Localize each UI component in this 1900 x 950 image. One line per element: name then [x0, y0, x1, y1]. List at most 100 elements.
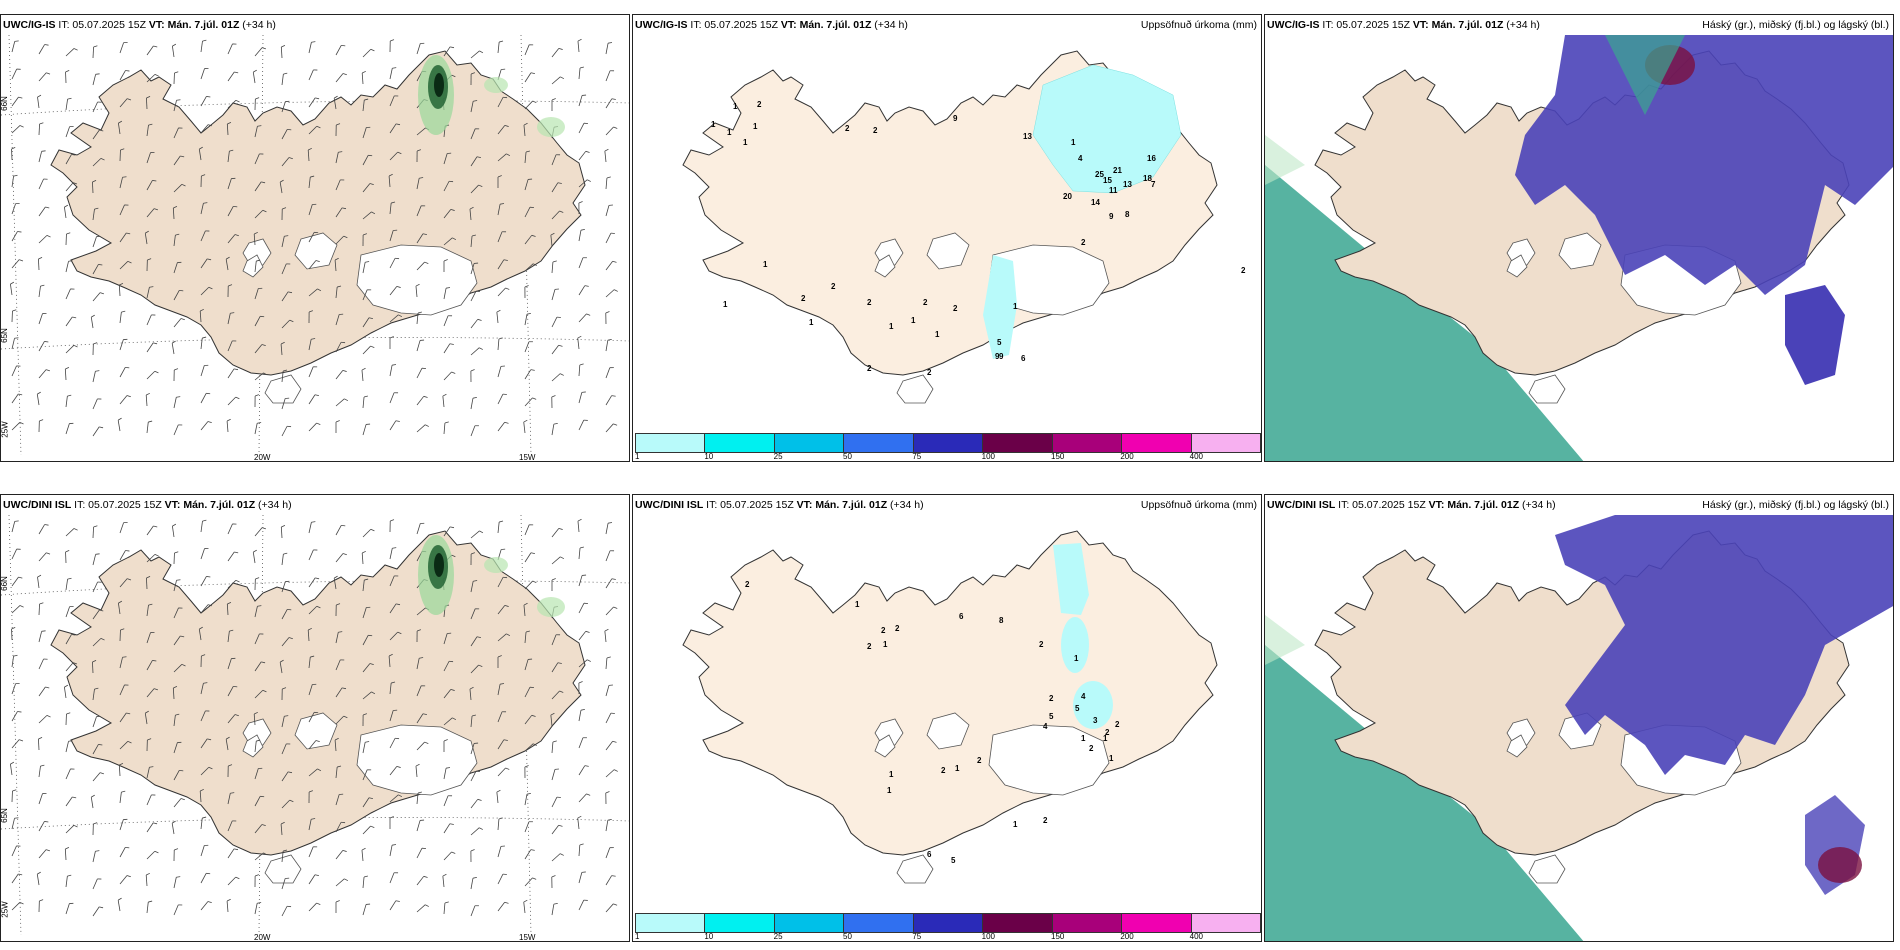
panel-clouds-bottom: UWC/DINI ISL IT: 05.07.2025 15Z VT: Mán.… [1264, 494, 1894, 942]
colorbar-swatch [1052, 914, 1123, 932]
lon-label-25w: 25W [0, 901, 10, 918]
panel-header: UWC/DINI ISL IT: 05.07.2025 15Z VT: Mán.… [1267, 499, 1556, 511]
precip-shading [418, 55, 565, 137]
colorbar-swatch [844, 914, 914, 932]
iceland-landmass [50, 530, 586, 884]
precip-value: 2 [1115, 720, 1120, 729]
precip-value: 1 [1103, 734, 1108, 743]
colorbar-tick-label: 400 [1189, 932, 1204, 941]
precip-value: 1 [1013, 302, 1018, 311]
cloud-shading [1265, 135, 1584, 461]
lat-label-65n: 65N [0, 808, 9, 823]
precip-value: 1 [855, 600, 860, 609]
wind-barbs [9, 518, 618, 917]
precip-value: 9 [999, 352, 1004, 361]
precip-value: 9 [995, 352, 1000, 361]
colorbar-swatch [636, 914, 706, 932]
map-wind-top [1, 34, 629, 456]
iceland-landmass [682, 530, 1218, 884]
precip-value: 20 [1063, 192, 1072, 201]
precip-value: 9 [1109, 212, 1114, 221]
colorbar-tick-label: 150 [1051, 452, 1065, 461]
precip-value: 2 [1049, 694, 1054, 703]
precip-value: 2 [845, 124, 850, 133]
panel-header: UWC/IG-IS IT: 05.07.2025 15Z VT: Mán. 7.… [3, 19, 276, 31]
panel-header: UWC/DINI ISL IT: 05.07.2025 15Z VT: Mán.… [3, 499, 292, 511]
colorbar-labels: 1 10 25 50 75 100 150 200 400 [635, 452, 1259, 461]
precip-value: 2 [1081, 238, 1086, 247]
precip-value: 7 [1151, 180, 1156, 189]
precip-shading [1053, 543, 1113, 729]
colorbar-tick-label: 1 [635, 452, 640, 461]
precip-value: 2 [867, 364, 872, 373]
precip-value: 1 [1074, 654, 1079, 663]
colorbar-swatch [1052, 434, 1123, 452]
colorbar [635, 433, 1261, 453]
colorbar-swatch [774, 434, 845, 452]
colorbar-tick-label: 10 [704, 452, 714, 461]
panel-precip-bottom: UWC/DINI ISL IT: 05.07.2025 15Z VT: Mán.… [632, 494, 1262, 942]
panel-header: UWC/IG-IS IT: 05.07.2025 15Z VT: Mán. 7.… [635, 19, 908, 31]
colorbar-swatch [844, 434, 914, 452]
colorbar-tick-label: 100 [981, 452, 996, 461]
precip-value: 5 [1075, 704, 1080, 713]
precip-value: 8 [999, 616, 1004, 625]
lat-label-66n: 66N [0, 96, 9, 111]
lon-label-25w: 25W [0, 421, 10, 438]
precip-value: 2 [1105, 728, 1110, 737]
precip-value: 13 [1023, 132, 1032, 141]
precip-value: 2 [867, 298, 872, 307]
colorbar-tick-label: 50 [843, 932, 852, 941]
precip-value: 2 [745, 580, 750, 589]
precip-value: 1 [887, 786, 892, 795]
precip-value: 1 [1109, 754, 1114, 763]
panel-header: UWC/IG-IS IT: 05.07.2025 15Z VT: Mán. 7.… [1267, 19, 1540, 31]
lat-label-66n: 66N [0, 576, 9, 591]
colorbar-swatch [983, 434, 1053, 452]
colorbar-tick-label: 75 [912, 452, 922, 461]
colorbar-swatch [913, 914, 984, 932]
precip-value: 1 [763, 260, 768, 269]
precip-value: 1 [1013, 820, 1018, 829]
panel-header: UWC/DINI ISL IT: 05.07.2025 15Z VT: Mán.… [635, 499, 924, 511]
panel-title: Uppsöfnuð úrkoma (mm) [1140, 499, 1257, 511]
panel-title: Háský (gr.), miðský (fj.bl.) og lágský (… [1702, 19, 1889, 31]
panel-title: Háský (gr.), miðský (fj.bl.) og lágský (… [1702, 499, 1889, 511]
colorbar-swatch [1122, 914, 1192, 932]
colorbar-tick-label: 200 [1120, 452, 1134, 461]
precip-value: 2 [873, 126, 878, 135]
iceland-landmass [50, 50, 586, 404]
precip-value: 2 [1043, 816, 1048, 825]
colorbar-tick-label: 25 [773, 452, 783, 461]
colorbar-tick-label: 400 [1189, 452, 1204, 461]
colorbar-swatch [1122, 434, 1192, 452]
colorbar-tick-label: 100 [981, 932, 996, 941]
precip-value: 2 [757, 100, 762, 109]
precip-value: 1 [883, 640, 888, 649]
precip-value: 2 [801, 294, 806, 303]
colorbar-tick-label: 10 [704, 932, 714, 941]
lon-label-15w: 15W [519, 933, 536, 942]
lon-label-15w: 15W [519, 453, 536, 462]
precip-value: 2 [831, 282, 836, 291]
precip-value: 13 [1123, 180, 1132, 189]
colorbar-tick-label: 75 [912, 932, 922, 941]
colorbar-tick-label: 50 [843, 452, 852, 461]
precip-shading [418, 535, 565, 617]
precip-value: 2 [927, 368, 932, 377]
precip-value: 1 [889, 770, 894, 779]
panel-wind-top: UWC/IG-IS IT: 05.07.2025 15Z VT: Mán. 7.… [0, 14, 630, 462]
precip-value: 9 [953, 114, 958, 123]
precip-value: 1 [935, 330, 940, 339]
panel-title: Uppsöfnuð úrkoma (mm) [1140, 19, 1257, 31]
precip-value: 1 [733, 102, 738, 111]
precip-value: 1 [723, 300, 728, 309]
precip-value: 1 [753, 122, 758, 131]
cloud-overlay [1555, 515, 1893, 895]
precip-value: 5 [997, 338, 1002, 347]
colorbar-labels: 1 10 25 50 75 100 150 200 400 [635, 932, 1259, 941]
